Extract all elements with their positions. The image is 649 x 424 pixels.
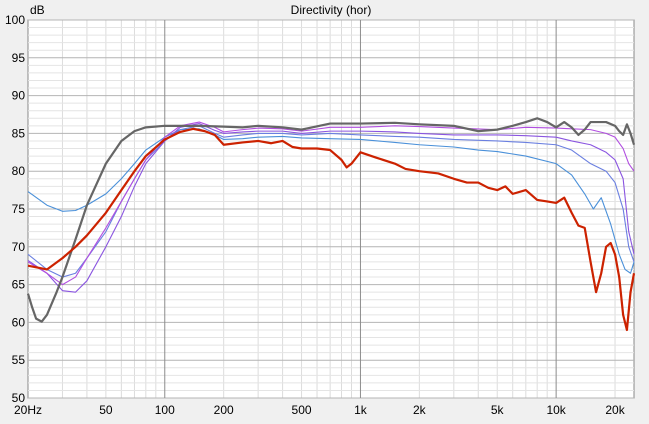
x-tick-label: 20k: [605, 403, 625, 417]
y-tick-label: 80: [12, 164, 26, 178]
major-grid: [28, 19, 634, 399]
series-line-0: [27, 128, 635, 274]
chart-title: Directivity (hor): [291, 3, 372, 17]
x-tick-label: 20Hz: [14, 403, 42, 417]
y-tick-label: 75: [12, 202, 26, 216]
x-tick-label: 100: [155, 403, 175, 417]
y-tick-label: 55: [12, 353, 26, 367]
x-tick-label: 1k: [354, 403, 368, 417]
y-tick-label: 60: [12, 315, 26, 329]
series-line-2: [27, 123, 635, 293]
x-tick-label: 2k: [413, 403, 427, 417]
y-tick-label: 90: [12, 89, 26, 103]
x-tick-label: 10k: [546, 403, 566, 417]
y-tick-label: 70: [12, 240, 26, 254]
y-tick-label: 50: [12, 391, 26, 405]
x-tick-label: 200: [214, 403, 234, 417]
x-tick-label: 50: [99, 403, 113, 417]
y-tick-label: 95: [12, 51, 26, 65]
series-line-4: [26, 117, 636, 323]
y-axis-ticks: 50 55 60 65 70 75 80 85 90 95 100: [5, 13, 25, 405]
x-axis-ticks: 20Hz 50 100 200 500 1k 2k 5k 10k 20k: [14, 403, 626, 417]
x-tick-label: 5k: [491, 403, 505, 417]
x-tick-label: 500: [292, 403, 312, 417]
y-tick-label: 65: [12, 278, 26, 292]
series-line-1: [27, 125, 635, 278]
y-axis-unit: dB: [30, 3, 45, 17]
y-tick-label: 85: [12, 126, 26, 140]
y-tick-label: 100: [5, 13, 25, 27]
series-line-5: [27, 127, 636, 332]
series-group: [26, 117, 636, 332]
